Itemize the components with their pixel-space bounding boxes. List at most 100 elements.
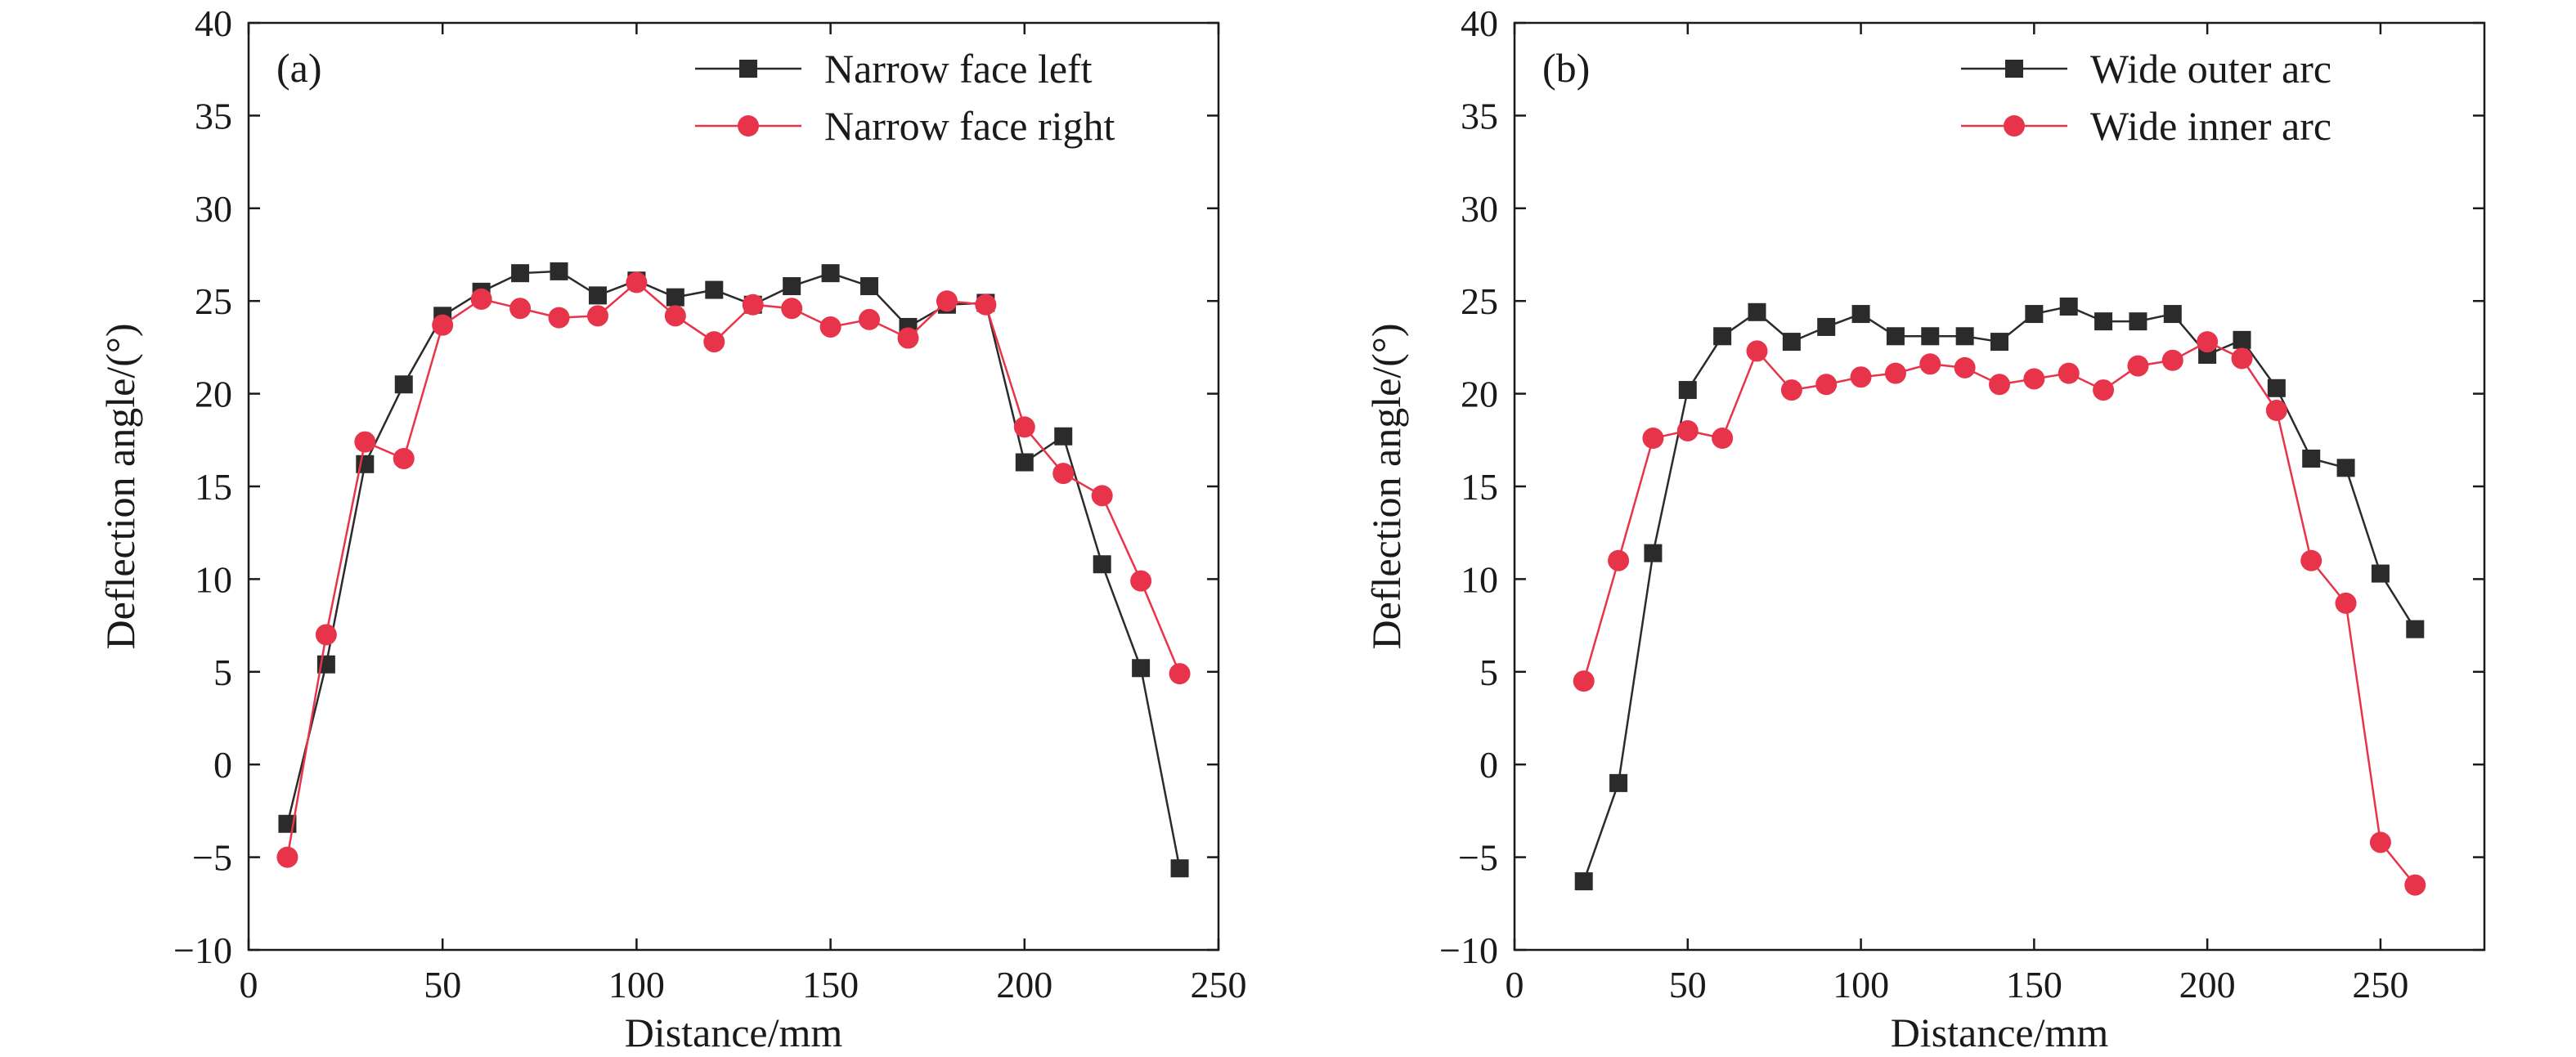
data-point-circle [897,327,919,349]
y-tick-label: 15 [195,466,232,508]
data-point-square [2129,312,2147,331]
data-point-square [1015,453,1034,472]
legend-marker-square [2005,60,2023,78]
data-point-square [2267,378,2286,397]
data-point-square [860,277,879,296]
data-point-circle [432,314,454,336]
data-point-square [666,288,684,307]
data-point-square [1574,872,1593,891]
data-point-circle [781,298,803,320]
data-point-circle [975,293,997,316]
y-tick-label: 25 [195,280,232,322]
y-tick-label: 40 [1461,2,1498,44]
data-point-square [821,264,840,283]
data-point-circle [1815,374,1838,396]
data-point-circle [470,288,492,310]
legend-label: Narrow face right [824,103,1115,149]
data-point-circle [1091,485,1113,507]
x-tick-label: 50 [1669,964,1707,1005]
panel-label: (a) [276,45,322,91]
data-point-square [2059,298,2078,316]
data-point-square [1713,327,1732,346]
x-tick-label: 50 [424,964,461,1005]
data-point-circle [2023,368,2045,390]
chart-panel-a: 0 50 100 150 200 250 −10 −5 0 5 10 15 20 25 30 35 40 Dist… [97,2,1247,1055]
data-point-circle [509,298,532,320]
data-point-circle [1169,663,1191,685]
data-point-circle [626,271,648,293]
data-point-square [2336,459,2355,477]
series-line [1582,340,2417,886]
y-axis-title: Deflection angle/(°) [1363,324,1409,650]
data-point-square [1054,427,1073,446]
data-point-circle [2093,379,2115,401]
data-point-circle [1676,419,1699,441]
legend-label: Narrow face left [824,46,1093,92]
data-point-circle [1052,463,1075,485]
data-point-square [2406,620,2425,638]
legend-marker-circle [2004,115,2025,137]
data-point-circle [1989,374,2010,396]
data-point-square [1132,659,1151,678]
y-tick-label: 20 [1461,374,1498,415]
y-tick-label: 15 [1461,466,1498,508]
panel-label: (b) [1542,45,1590,91]
y-tick-label: 5 [213,652,232,693]
data-point-circle [1884,362,1906,384]
x-axis-title: Distance/mm [1891,1010,2109,1055]
data-point-square [1817,317,1836,336]
y-tick-label: 0 [1479,744,1498,786]
data-point-square [511,264,530,283]
data-point-circle [1013,416,1035,438]
x-tick-label: 100 [1833,964,1889,1005]
data-point-circle [2197,331,2219,353]
data-point-square [1921,327,1940,346]
data-point-square [1782,333,1801,352]
plot-frame [1513,21,2486,952]
data-point-square [1678,381,1697,400]
y-tick-label: 30 [1461,188,1498,230]
y-tick-label: 0 [213,744,232,786]
data-point-circle [664,305,686,327]
data-point-circle [548,307,570,329]
data-point-circle [2058,362,2080,384]
data-point-square [1886,327,1905,346]
plot-frame [247,21,1220,952]
data-point-circle [2335,592,2357,614]
data-point-circle [703,331,725,353]
data-point-circle [1850,366,1872,388]
data-point-circle [315,624,337,646]
data-point-circle [2127,355,2149,377]
y-tick-label: 10 [1461,558,1498,600]
data-point-square [1644,544,1663,562]
y-tick-label: 35 [195,95,232,137]
data-point-square [1609,773,1628,792]
x-tick-label: 0 [240,964,258,1005]
data-point-square [705,280,724,299]
y-tick-label: 10 [195,558,232,600]
y-tick-label: 25 [1461,280,1498,322]
data-point-circle [2265,400,2287,422]
data-point-circle [859,308,881,330]
data-point-circle [1954,356,1976,378]
data-point-square [1170,859,1189,878]
data-point-circle [586,305,608,327]
data-point-circle [276,846,298,868]
chart-panel-b: 0 50 100 150 200 250 −10 −5 0 5 10 15 20 25 30 35 40 Dist… [1363,2,2486,1055]
data-point-square [2302,449,2321,468]
data-point-circle [2300,549,2322,571]
data-point-circle [354,431,376,453]
y-tick-label: 40 [195,2,232,44]
data-point-circle [1573,670,1595,692]
data-point-circle [1608,549,1630,571]
data-point-circle [1746,340,1768,362]
data-point-circle [742,293,764,316]
data-point-circle [819,316,841,338]
data-point-square [2371,564,2390,583]
data-point-square [2163,305,2182,324]
data-point-circle [2404,874,2426,896]
data-point-square [1748,302,1766,321]
data-point-square [783,277,801,296]
data-point-square [394,375,413,394]
